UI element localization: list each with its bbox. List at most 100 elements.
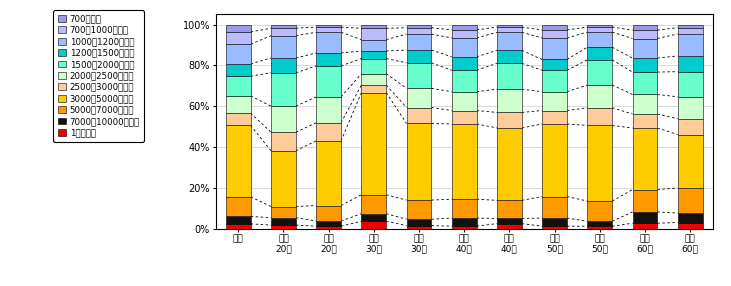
Bar <box>678 25 702 28</box>
Bar <box>406 219 431 226</box>
Bar <box>452 57 477 70</box>
Bar <box>542 218 567 226</box>
Bar <box>226 76 251 96</box>
Bar <box>317 206 341 221</box>
Bar <box>632 128 657 190</box>
Bar <box>361 74 386 85</box>
Bar <box>361 85 386 93</box>
Bar <box>226 32 251 44</box>
Bar <box>406 124 431 200</box>
Bar <box>542 30 567 38</box>
Bar <box>361 221 386 229</box>
Bar <box>226 217 251 224</box>
Bar <box>317 226 341 229</box>
Bar <box>497 27 522 32</box>
Bar <box>361 25 386 28</box>
Bar <box>587 226 612 229</box>
Bar <box>452 218 477 226</box>
Bar <box>406 34 431 50</box>
Bar <box>678 119 702 134</box>
Bar <box>271 58 296 73</box>
Bar <box>452 38 477 57</box>
Bar <box>678 223 702 229</box>
Bar <box>542 70 567 92</box>
Bar <box>361 195 386 214</box>
Bar <box>632 39 657 58</box>
Bar <box>271 36 296 58</box>
Bar <box>406 200 431 219</box>
Bar <box>406 108 431 124</box>
Bar <box>678 72 702 97</box>
Bar <box>271 206 296 218</box>
Bar <box>678 97 702 119</box>
Bar <box>497 63 522 89</box>
Bar <box>632 25 657 30</box>
Bar <box>271 106 296 132</box>
Bar <box>271 28 296 36</box>
Bar <box>587 108 612 125</box>
Bar <box>587 60 612 85</box>
Bar <box>542 38 567 59</box>
Bar <box>632 223 657 229</box>
Bar <box>497 112 522 128</box>
Bar <box>406 88 431 108</box>
Bar <box>497 25 522 27</box>
Bar <box>406 63 431 88</box>
Bar <box>361 93 386 195</box>
Bar <box>452 70 477 92</box>
Bar <box>226 197 251 217</box>
Bar <box>317 53 341 66</box>
Bar <box>226 126 251 197</box>
Bar <box>678 134 702 188</box>
Bar <box>317 25 341 27</box>
Bar <box>361 40 386 51</box>
Bar <box>452 92 477 110</box>
Bar <box>497 32 522 50</box>
Bar <box>587 32 612 47</box>
Bar <box>317 97 341 123</box>
Bar <box>361 214 386 221</box>
Bar <box>271 218 296 225</box>
Bar <box>632 30 657 39</box>
Bar <box>271 225 296 229</box>
Bar <box>542 110 567 124</box>
Bar <box>226 25 251 32</box>
Bar <box>678 188 702 213</box>
Bar <box>317 66 341 97</box>
Bar <box>632 212 657 223</box>
Bar <box>542 196 567 218</box>
Bar <box>271 25 296 28</box>
Bar <box>452 25 477 30</box>
Bar <box>678 56 702 72</box>
Bar <box>452 124 477 199</box>
Bar <box>678 28 702 34</box>
Bar <box>406 25 431 28</box>
Bar <box>632 58 657 72</box>
Bar <box>497 128 522 200</box>
Bar <box>361 59 386 74</box>
Bar <box>542 92 567 110</box>
Bar <box>587 47 612 60</box>
Bar <box>317 27 341 32</box>
Bar <box>587 221 612 226</box>
Bar <box>632 114 657 128</box>
Bar <box>542 25 567 30</box>
Bar <box>542 59 567 70</box>
Bar <box>452 199 477 218</box>
Bar <box>587 25 612 27</box>
Bar <box>542 124 567 196</box>
Bar <box>317 123 341 141</box>
Bar <box>497 50 522 63</box>
Bar <box>497 200 522 219</box>
Bar <box>452 30 477 38</box>
Bar <box>406 50 431 63</box>
Bar <box>226 113 251 126</box>
Bar <box>587 125 612 201</box>
Bar <box>361 51 386 59</box>
Bar <box>226 64 251 76</box>
Bar <box>361 28 386 40</box>
Bar <box>632 72 657 94</box>
Bar <box>678 213 702 223</box>
Bar <box>406 28 431 34</box>
Bar <box>587 201 612 221</box>
